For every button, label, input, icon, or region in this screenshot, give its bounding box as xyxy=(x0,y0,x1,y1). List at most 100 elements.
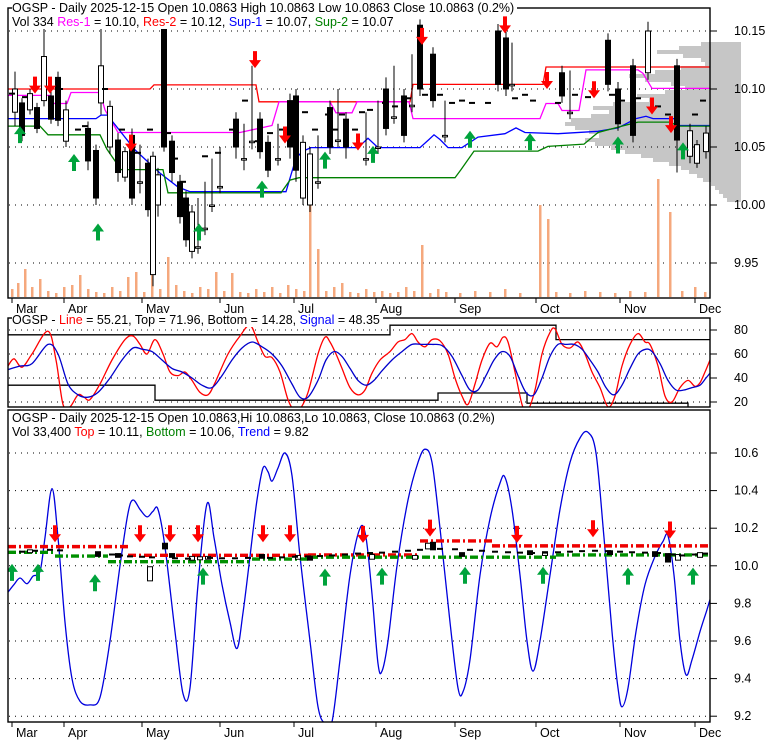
price-panel[interactable]: 10.15 10.10 10.05 10.00 9.95 Mar Apr May Jun Jul A… xyxy=(7,7,765,316)
x-axis: Mar Apr May Jun Jul Aug Sep Oct Nov Dec xyxy=(11,298,721,316)
buy-arrow-icon xyxy=(376,567,388,585)
trend-panel[interactable]: 10.6 10.4 10.2 10.0 9.8 9.6 9.4 9.2 Mar Apr May Jun… xyxy=(6,409,758,740)
title-segment: Vol 334 xyxy=(12,15,58,29)
x-axis-label: Jul xyxy=(298,726,314,740)
sell-arrow-icon xyxy=(357,525,369,543)
x-axis-label: Mar xyxy=(16,302,38,316)
y-axis-label: 60 xyxy=(734,347,748,361)
x-axis-label: Dec xyxy=(699,726,721,740)
panel3-title: OGSP - Daily 2025-12-15 Open 10.0863,Hi … xyxy=(12,411,498,425)
panel-frame xyxy=(7,7,711,299)
x-axis-label: Oct xyxy=(540,726,560,740)
sell-arrow-icon xyxy=(279,126,291,144)
sell-arrow-icon xyxy=(192,525,204,543)
panel2-title: OGSP - Line = 55.21, Top = 71.96, Bottom… xyxy=(12,313,383,327)
panel1-title-text: OGSP - Daily 2025-12-15 Open 10.0863 Hig… xyxy=(12,1,515,15)
x-axis-label: Jun xyxy=(224,302,244,316)
sell-arrow-icon xyxy=(284,525,296,543)
plot-area[interactable] xyxy=(8,10,710,297)
title-segment: Sup-1 xyxy=(228,15,263,29)
title-segment: Sup-2 xyxy=(314,15,349,29)
y-axis-label: 40 xyxy=(734,371,748,385)
buy-arrow-icon xyxy=(622,567,634,585)
sell-arrow-icon xyxy=(665,116,677,134)
sell-arrow-icon xyxy=(134,525,146,543)
y-axis-label: 10.4 xyxy=(734,484,758,498)
sell-arrow-icon xyxy=(44,76,56,94)
candles xyxy=(12,10,709,287)
y-axis: 80 60 40 20 xyxy=(9,323,748,409)
dashed-level-top_red xyxy=(8,539,710,557)
buy-arrow-icon xyxy=(193,223,205,241)
buy-arrow-icon xyxy=(197,567,209,585)
buy-arrow-icon xyxy=(8,563,18,581)
step-line-sup2_green xyxy=(8,121,710,194)
sell-arrow-icon xyxy=(646,97,658,115)
buy-arrow-icon xyxy=(14,126,26,144)
sell-arrow-icon xyxy=(511,525,523,543)
x-axis-label: Apr xyxy=(68,302,87,316)
buy-arrow-icon xyxy=(68,153,80,171)
title-segment: = 48.35 xyxy=(334,313,380,327)
stochastic-panel[interactable]: 80 60 40 20 xyxy=(7,317,748,412)
sell-arrow-icon xyxy=(499,16,511,34)
y-axis-label: 10.05 xyxy=(734,140,765,154)
x-axis-label: May xyxy=(146,302,170,316)
buy-arrow-icon xyxy=(459,566,471,584)
title-segment: = 10.07 xyxy=(348,15,394,29)
y-axis-label: 10.0 xyxy=(734,559,758,573)
y-axis-label: 10.15 xyxy=(734,24,765,38)
buy-arrow-icon xyxy=(367,145,379,163)
panel1-info: Vol 334 Res-1 = 10.10, Res-2 = 10.12, Su… xyxy=(12,15,397,29)
buy-arrow-icon xyxy=(464,130,476,148)
sell-arrow-icon xyxy=(49,525,61,543)
y-axis-label: 80 xyxy=(734,323,748,337)
y-axis-label: 9.2 xyxy=(734,709,751,723)
x-axis-label: Dec xyxy=(699,302,721,316)
curve-trend xyxy=(8,430,710,722)
x-axis-label: Aug xyxy=(380,302,402,316)
sell-arrow-icon xyxy=(29,76,41,94)
panel-frame xyxy=(7,317,711,408)
y-axis-label: 9.6 xyxy=(734,634,751,648)
buy-arrow-icon xyxy=(612,136,624,154)
buy-arrow-icon xyxy=(537,566,549,584)
volume-bars xyxy=(11,179,707,297)
y-axis-label: 9.8 xyxy=(734,596,751,610)
panel1-title: OGSP - Daily 2025-12-15 Open 10.0863 Hig… xyxy=(12,1,518,15)
title-segment: = 10.06, xyxy=(185,425,238,439)
title-segment: = 10.12, xyxy=(176,15,229,29)
title-segment: Line xyxy=(59,313,83,327)
sell-arrow-icon xyxy=(125,134,137,152)
sell-arrow-icon xyxy=(249,51,261,69)
signal-arrows xyxy=(8,519,699,592)
title-segment: = 9.82 xyxy=(270,425,309,439)
y-axis-label: 10.2 xyxy=(734,521,758,535)
step-line-res2_red xyxy=(8,66,710,103)
plot-area[interactable] xyxy=(8,324,710,412)
signal-arrows xyxy=(14,16,689,241)
plot-area[interactable] xyxy=(6,430,710,727)
x-axis-label: Apr xyxy=(68,726,87,740)
panel3-title-text: OGSP - Daily 2025-12-15 Open 10.0863,Hi … xyxy=(12,411,495,425)
buy-arrow-icon xyxy=(32,563,44,581)
step-line-bottom_level xyxy=(8,384,689,407)
x-axis-label: May xyxy=(146,726,170,740)
buy-arrow-icon xyxy=(89,574,101,592)
title-segment: = 10.11, xyxy=(94,425,147,439)
buy-arrow-icon xyxy=(92,223,104,241)
title-segment: Res-2 xyxy=(143,15,177,29)
y-axis-label: 10.6 xyxy=(734,446,758,460)
x-axis-label: Aug xyxy=(380,726,402,740)
x-axis: Mar Apr May Jun Jul Aug Sep Oct Nov Dec xyxy=(11,722,721,740)
sell-arrow-icon xyxy=(352,133,364,151)
curve-line_red xyxy=(8,324,710,407)
curve-signal_blue xyxy=(8,341,710,400)
dash-marks xyxy=(9,88,706,183)
x-axis-label: Sep xyxy=(459,302,481,316)
buy-arrow-icon xyxy=(677,142,689,160)
sell-arrow-icon xyxy=(587,520,599,538)
buy-arrow-icon xyxy=(524,133,536,151)
